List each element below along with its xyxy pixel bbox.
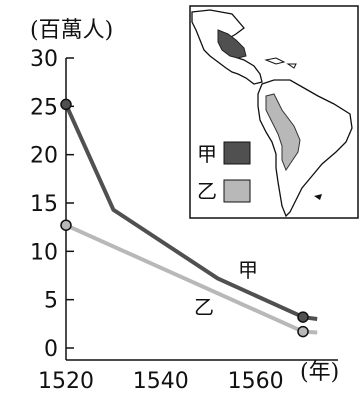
x-tick-label: 1560	[228, 369, 284, 394]
y-tick-label: 20	[30, 144, 58, 169]
legend-label-jia: 甲	[197, 142, 217, 166]
region-jia-mexico	[217, 29, 247, 59]
x-tick-label: 1540	[133, 369, 189, 394]
legend-swatch-jia	[223, 141, 251, 165]
legend-label-yi: 乙	[197, 179, 217, 203]
caribbean-island	[264, 57, 286, 65]
series-label-jia: 甲	[238, 258, 258, 282]
x-tick-label: 1520	[38, 369, 94, 394]
data-point-marker	[297, 325, 309, 338]
series-markers	[60, 98, 309, 338]
y-tick-label: 25	[30, 95, 58, 120]
central-america-landmass	[191, 9, 263, 85]
inset-map: 甲 乙	[189, 5, 359, 219]
x-unit-label: (年)	[300, 360, 339, 385]
y-unit-label: (百萬人)	[30, 18, 113, 43]
y-tick-label: 15	[30, 192, 58, 217]
legend-swatch-yi	[223, 179, 251, 203]
falkland-islands	[314, 194, 322, 200]
y-ticks: 0 5 10 15 20 25 30	[30, 47, 74, 362]
y-tick-label: 30	[30, 47, 58, 72]
region-yi-andes	[265, 93, 301, 172]
y-tick-label: 5	[44, 289, 58, 314]
series-line-yi	[65, 223, 318, 335]
data-point-marker	[60, 98, 72, 111]
series-label-yi: 乙	[194, 295, 214, 319]
y-tick-label: 0	[44, 337, 58, 362]
caribbean-island	[286, 63, 297, 69]
data-point-marker	[297, 311, 309, 323]
data-point-marker	[60, 219, 72, 231]
y-tick-label: 10	[30, 240, 58, 265]
x-ticks: 1520 1540 1560	[38, 369, 284, 394]
